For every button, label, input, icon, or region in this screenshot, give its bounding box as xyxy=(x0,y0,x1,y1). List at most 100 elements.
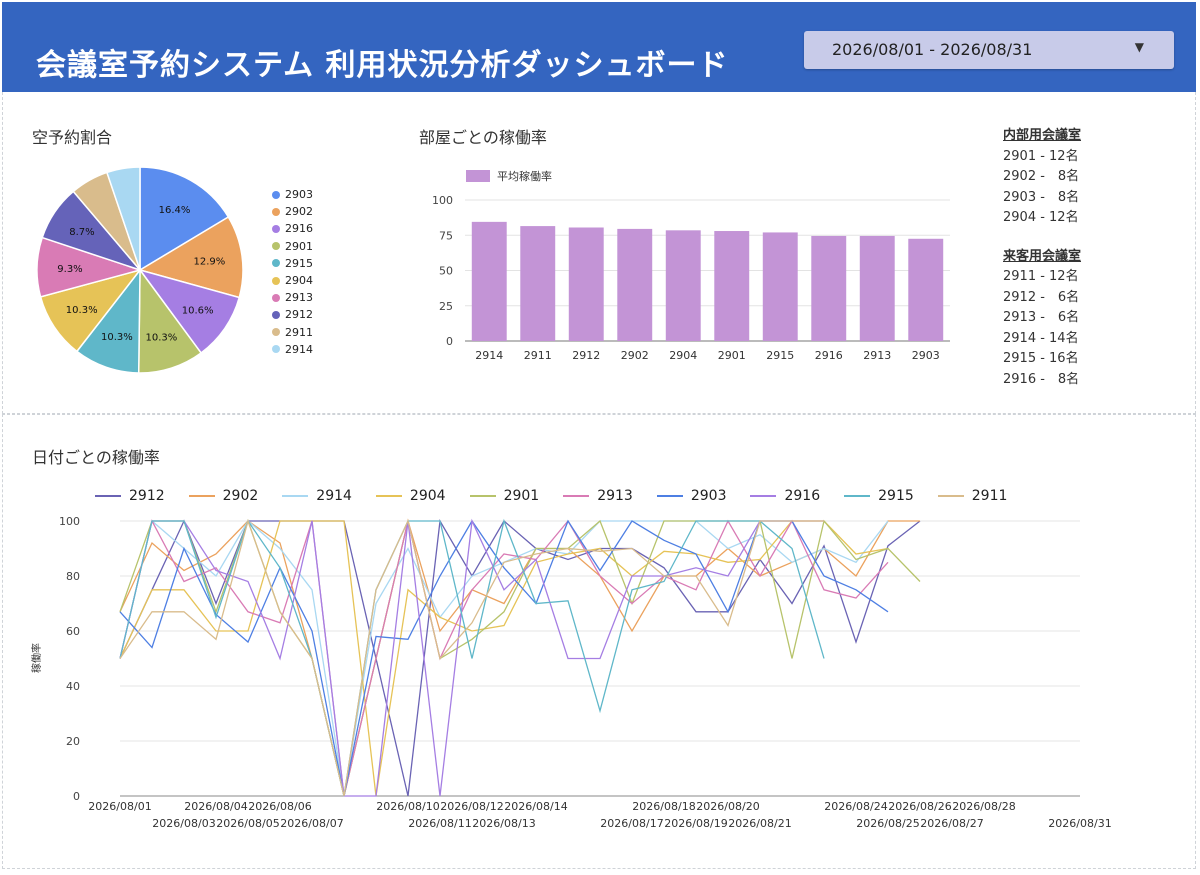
pie-legend-item: 2912 xyxy=(272,306,313,323)
room-item: 2915 - 16名 xyxy=(1003,351,1079,366)
x-tick-label: 2026/08/19 xyxy=(664,817,727,830)
legend-swatch xyxy=(272,293,280,302)
x-tick-label: 2026/08/17 xyxy=(600,817,663,830)
legend-swatch xyxy=(466,170,490,182)
line-legend-item: 2903 xyxy=(656,488,726,504)
pie-data-label: 10.3% xyxy=(101,332,133,343)
legend-label: 2901 xyxy=(285,239,313,253)
x-tick-label: 2911 xyxy=(524,349,552,362)
legend-swatch xyxy=(95,495,121,497)
x-tick-label: 2026/08/31 xyxy=(1048,817,1111,830)
x-tick-label: 2915 xyxy=(766,349,794,362)
line-legend-item: 2901 xyxy=(469,488,540,504)
legend-swatch xyxy=(272,224,280,233)
pie-legend-item: 2911 xyxy=(272,324,313,341)
date-range-value: 2026/08/01 - 2026/08/31 xyxy=(832,40,1033,59)
legend-swatch xyxy=(656,495,683,497)
line-legend-item: 2902 xyxy=(188,488,258,504)
room-item: 2912 - 6名 xyxy=(1003,289,1080,305)
legend-label: 2911 xyxy=(971,488,1008,504)
x-tick-label: 2026/08/10 xyxy=(376,800,439,813)
page-title: 会議室予約システム 利用状況分析ダッシュボード xyxy=(36,48,729,83)
legend-label: 2912 xyxy=(285,308,313,322)
pie-slice-2903 xyxy=(139,166,230,272)
x-tick-label: 2026/08/21 xyxy=(728,817,791,830)
line-series-2915 xyxy=(119,518,825,797)
x-tick-label: 2902 xyxy=(621,349,649,362)
legend-swatch xyxy=(282,495,309,497)
line-legend-item: 2911 xyxy=(937,488,1008,504)
legend-swatch xyxy=(272,190,280,199)
line-legend-item: 2913 xyxy=(563,488,633,504)
y-tick-label: 40 xyxy=(66,680,80,693)
legend-label: 2913 xyxy=(597,488,633,504)
y-tick-label: 100 xyxy=(432,194,453,207)
room-item: 2913 - 6名 xyxy=(1003,310,1080,325)
x-tick-label: 2903 xyxy=(912,349,940,362)
legend-swatch xyxy=(272,276,280,285)
legend-swatch xyxy=(272,328,280,337)
bar-2904 xyxy=(665,230,701,341)
x-tick-label: 2026/08/06 xyxy=(248,800,311,813)
legend-label: 2911 xyxy=(285,325,313,339)
bar-2916 xyxy=(811,235,847,341)
room-item: 2904 - 12名 xyxy=(1003,210,1079,225)
x-tick-label: 2904 xyxy=(669,349,697,362)
legend-swatch xyxy=(272,259,280,268)
pie-chart: 16.4% 12.9% 10.6% 10.3% 10.3% 10.3% 9.3% 8.7% xyxy=(36,166,244,374)
legend-label: 2912 xyxy=(129,488,165,504)
room-item: 2903 - 8名 xyxy=(1003,189,1080,205)
legend-swatch xyxy=(272,207,280,216)
bar-2915 xyxy=(762,232,798,341)
pie-data-label: 9.3% xyxy=(57,264,82,275)
legend-label: 2916 xyxy=(285,222,313,236)
legend-swatch xyxy=(844,495,871,497)
legend-swatch xyxy=(937,495,964,497)
line-series-2912 xyxy=(119,518,921,797)
x-tick-label: 2026/08/18 xyxy=(632,800,695,813)
bar-2901 xyxy=(714,231,750,341)
pie-slice-2916 xyxy=(138,268,241,354)
legend-label: 2901 xyxy=(503,488,540,504)
x-tick-label: 2026/08/24 xyxy=(824,800,887,813)
x-tick-label: 2026/08/12 xyxy=(440,800,503,813)
internal-rooms-heading: 内部用会議室 xyxy=(1003,128,1082,143)
legend-swatch xyxy=(272,242,280,251)
x-tick-label: 2026/08/04 xyxy=(184,800,247,813)
summary-panel xyxy=(2,92,1196,414)
bar-2914 xyxy=(471,221,507,341)
pie-legend-item: 2903 xyxy=(272,186,313,203)
room-item: 2901 - 12名 xyxy=(1003,148,1079,164)
y-tick-label: 0 xyxy=(446,335,453,348)
dashboard-header: 会議室予約システム 利用状況分析ダッシュボード 2026/08/01 - 202… xyxy=(2,2,1196,92)
legend-label: 2904 xyxy=(409,488,446,504)
x-tick-label: 2913 xyxy=(863,349,891,362)
pie-legend-item: 2904 xyxy=(272,272,313,289)
pie-slice-2902 xyxy=(138,215,244,299)
pie-chart-title: 空予約割合 xyxy=(32,128,113,147)
room-item: 2911 - 12名 xyxy=(1003,269,1079,284)
bar-2903 xyxy=(908,238,944,341)
line-series-2913 xyxy=(119,519,889,797)
y-tick-label: 80 xyxy=(66,570,80,583)
x-tick-label: 2916 xyxy=(815,349,843,362)
x-tick-label: 2026/08/01 xyxy=(88,800,151,813)
line-legend-item: 2916 xyxy=(750,488,820,504)
x-tick-label: 2026/08/05 xyxy=(216,817,279,830)
legend-label: 2914 xyxy=(285,342,313,356)
pie-legend-item: 2916 xyxy=(272,220,313,237)
legend-swatch xyxy=(272,345,280,354)
legend-swatch xyxy=(469,495,496,497)
line-legend-item: 2912 xyxy=(95,488,165,504)
bar-2911 xyxy=(520,226,556,341)
bar-chart-title: 部屋ごとの稼働率 xyxy=(419,128,547,147)
bar-2902 xyxy=(617,228,653,341)
date-range-select[interactable]: 2026/08/01 - 2026/08/31 ▼ xyxy=(804,31,1174,69)
legend-swatch xyxy=(375,495,402,497)
y-tick-label: 60 xyxy=(66,625,80,638)
y-tick-label: 75 xyxy=(439,229,453,242)
pie-data-label: 12.9% xyxy=(194,257,226,268)
pie-legend: 2903 2902 2916 2901 2915 2904 2913 2912 2911 2914 xyxy=(272,186,313,358)
line-chart-title: 日付ごとの稼働率 xyxy=(32,448,160,467)
legend-label: 2915 xyxy=(878,488,914,504)
